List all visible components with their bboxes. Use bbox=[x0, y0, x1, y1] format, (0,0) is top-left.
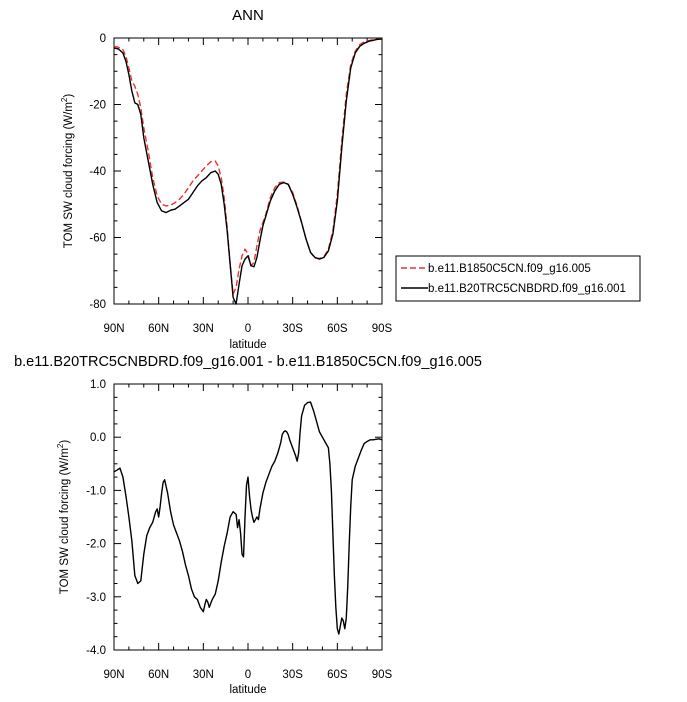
bottom-y-tick-label: -1.0 bbox=[86, 485, 106, 497]
legend-box bbox=[395, 255, 641, 302]
top-y-tick-label: -40 bbox=[89, 166, 106, 178]
top-y-tick-label: -20 bbox=[89, 100, 106, 112]
bottom-y-tick-label: -3.0 bbox=[86, 592, 106, 604]
bottom-series-line-1 bbox=[113, 401, 383, 635]
bottom-x-tick-label: 30N bbox=[193, 669, 214, 681]
top-y-axis-label-text: TOM SW cloud forcing (W/m bbox=[63, 102, 75, 248]
top-x-tick-label: 60N bbox=[148, 323, 169, 335]
top-x-tick-label: 90N bbox=[103, 323, 124, 335]
top-series-line-1 bbox=[113, 37, 383, 295]
top-chart-title: ANN bbox=[232, 7, 264, 24]
legend: b.e11.B1850C5CN.f09_g16.005 b.e11.B20TRC… bbox=[395, 255, 641, 302]
bottom-x-tick-label: 90N bbox=[103, 669, 124, 681]
top-x-axis: 90N 60N 30N 0 30S 60S 90S bbox=[103, 38, 393, 335]
top-y-tick-label: 0 bbox=[100, 33, 106, 45]
top-series-lines bbox=[113, 37, 383, 305]
bottom-y-tick-label: 0.0 bbox=[90, 432, 106, 444]
legend-label-series-1: b.e11.B1850C5CN.f09_g16.005 bbox=[428, 263, 591, 275]
top-x-tick-label: 30N bbox=[193, 323, 214, 335]
bottom-panel: b.e11.B20TRC5CNBDRD.f09_g16.001 - b.e11.… bbox=[14, 354, 482, 696]
bottom-x-tick-label: 90S bbox=[372, 669, 393, 681]
bottom-x-tick-label: 60S bbox=[327, 669, 348, 681]
bottom-y-axis-label-sup: 2 bbox=[56, 443, 65, 448]
bottom-y-axis-label-text: TOM SW cloud forcing (W/m bbox=[59, 448, 71, 594]
top-x-tick-label: 0 bbox=[245, 323, 251, 335]
bottom-x-tick-label: 30S bbox=[282, 669, 303, 681]
top-x-tick-label: 30S bbox=[282, 323, 303, 335]
top-y-tick-label: -60 bbox=[89, 233, 106, 245]
bottom-x-tick-label: 0 bbox=[245, 669, 251, 681]
top-y-axis-label: TOM SW cloud forcing (W/m2) bbox=[60, 94, 75, 249]
top-x-axis-label: latitude bbox=[229, 339, 266, 351]
top-y-axis: 0 -20 -40 -60 -80 bbox=[89, 33, 382, 311]
top-x-tick-label: 60S bbox=[327, 323, 348, 335]
top-x-tick-label: 90S bbox=[372, 323, 393, 335]
bottom-y-axis-label-close: ) bbox=[59, 440, 71, 444]
bottom-x-axis-label: latitude bbox=[229, 684, 266, 696]
legend-label-series-2: b.e11.B20TRC5CNBDRD.f09_g16.001 bbox=[428, 283, 626, 295]
top-y-axis-label-close: ) bbox=[63, 94, 75, 98]
top-y-tick-label: -80 bbox=[89, 299, 106, 311]
bottom-y-axis-label: TOM SW cloud forcing (W/m2) bbox=[56, 440, 71, 595]
top-series-line-2 bbox=[113, 38, 383, 305]
top-plot-frame bbox=[113, 37, 383, 305]
bottom-y-axis: 1.0 0.0 -1.0 -2.0 -3.0 -4.0 bbox=[86, 379, 382, 657]
top-y-axis-label-sup: 2 bbox=[60, 97, 69, 102]
bottom-x-tick-label: 60N bbox=[148, 669, 169, 681]
bottom-y-tick-label: 1.0 bbox=[90, 379, 106, 391]
bottom-chart-title: b.e11.B20TRC5CNBDRD.f09_g16.001 - b.e11.… bbox=[14, 354, 482, 370]
top-panel: ANN 0 -20 -40 -60 -80 90N 60N 30N 0 30S 60S 90S la… bbox=[60, 7, 641, 351]
bottom-series-lines bbox=[113, 401, 383, 635]
bottom-x-axis: 90N 60N 30N 0 30S 60S 90S bbox=[103, 384, 393, 681]
bottom-y-tick-label: -4.0 bbox=[86, 645, 106, 657]
bottom-y-tick-label: -2.0 bbox=[86, 539, 106, 551]
